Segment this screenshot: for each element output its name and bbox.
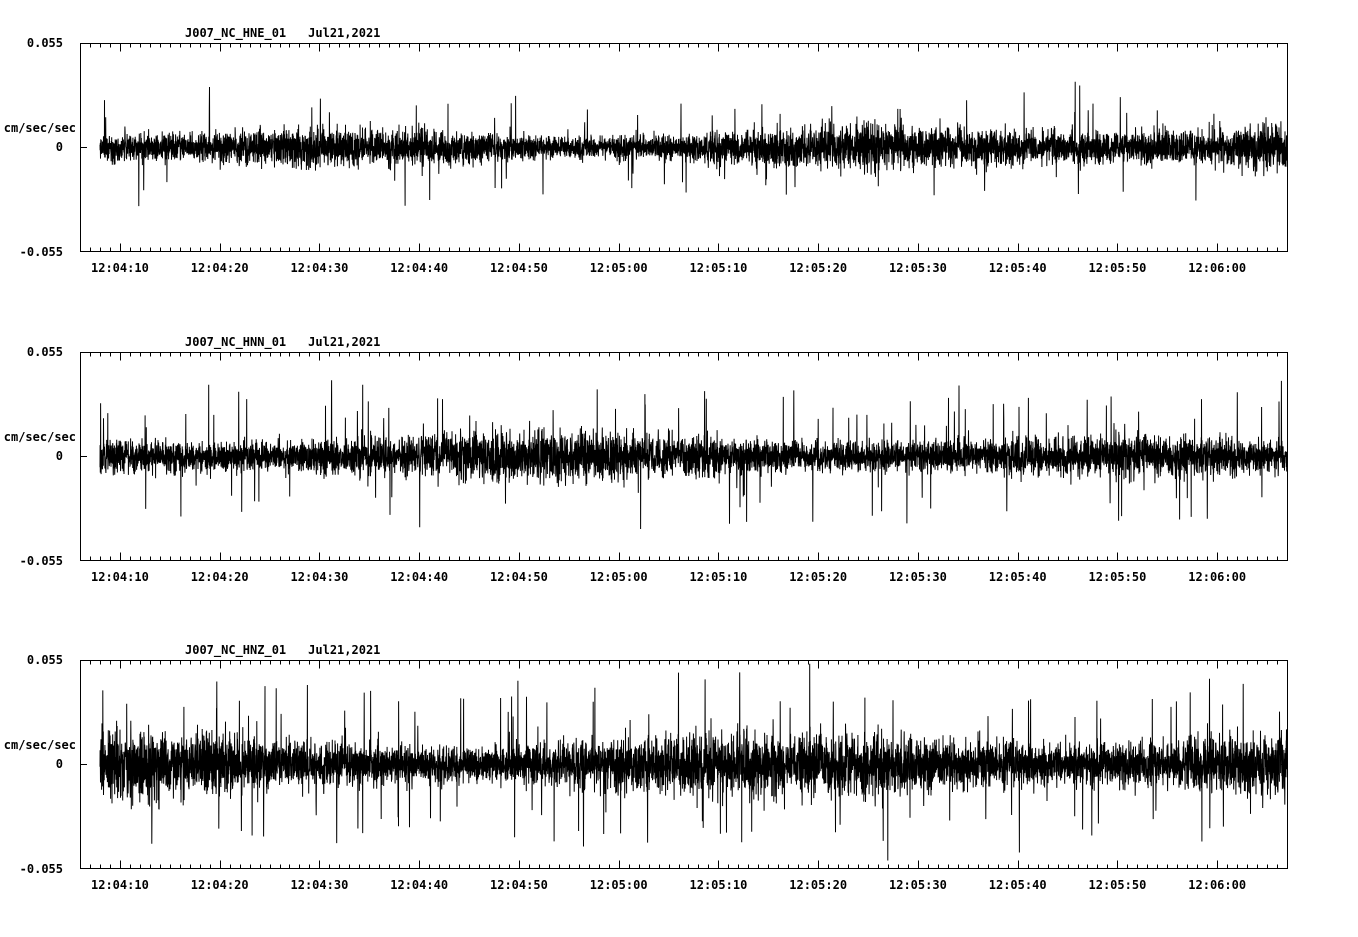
x-tick-label: 12:04:50 [490, 570, 548, 584]
x-tick-label: 12:05:50 [1088, 878, 1147, 892]
x-tick-label: 12:05:30 [889, 261, 947, 275]
x-tick-label: 12:05:50 [1088, 261, 1147, 275]
x-axis-tick-labels: 12:04:10 12:04:20 12:04:30 12:04:40 12:04:50… [0, 570, 1358, 590]
x-tick-label: 12:05:00 [589, 570, 648, 584]
y-axis-max-label: 0.055 [26, 653, 63, 667]
x-tick-label: 12:05:20 [789, 878, 848, 892]
x-tick-label: 12:04:30 [290, 878, 349, 892]
y-axis-zero-label: 0 [55, 449, 63, 463]
x-tick-label: 12:05:10 [689, 261, 748, 275]
x-tick-label: 12:05:00 [589, 261, 648, 275]
x-tick-label: 12:05:50 [1088, 570, 1147, 584]
seismogram-panel-hnz: J007_NC_HNZ_01 Jul21,2021 0.055 cm/sec/se… [0, 637, 1358, 937]
x-tick-label: 12:04:10 [90, 878, 149, 892]
x-tick-label: 12:04:40 [390, 261, 449, 275]
seismogram-panel-hne: J007_NC_HNE_01 Jul21,2021 0.055 cm/sec/se… [0, 20, 1358, 320]
y-axis-min-label: -0.055 [19, 862, 63, 876]
x-tick-label: 12:06:00 [1188, 878, 1247, 892]
trace-id-label: J007_NC_HNN_01 [185, 335, 287, 349]
y-axis-min-label: -0.055 [19, 245, 63, 259]
x-tick-label: 12:04:40 [390, 878, 449, 892]
x-tick-label: 12:05:20 [789, 570, 848, 584]
x-tick-label: 12:05:40 [988, 570, 1047, 584]
y-axis-zero-label: 0 [55, 140, 63, 154]
trace-id-label: J007_NC_HNZ_01 [185, 643, 287, 657]
y-axis-unit-label: cm/sec/sec [3, 121, 76, 135]
x-tick-label: 12:05:10 [689, 570, 748, 584]
y-axis-max-label: 0.055 [26, 345, 63, 359]
x-tick-label: 12:05:40 [988, 261, 1047, 275]
x-tick-label: 12:04:30 [290, 570, 349, 584]
x-tick-label: 12:04:10 [90, 570, 149, 584]
trace-id-label: J007_NC_HNE_01 [185, 26, 287, 40]
x-tick-label: 12:04:50 [490, 261, 548, 275]
seismogram-panel-hnn: J007_NC_HNN_01 Jul21,2021 0.055 cm/sec/se… [0, 329, 1358, 629]
y-axis-unit-label: cm/sec/sec [3, 738, 76, 752]
x-tick-label: 12:04:10 [90, 261, 149, 275]
x-tick-label: 12:04:20 [190, 878, 249, 892]
waveform-plot-hne [80, 43, 1288, 252]
x-tick-label: 12:06:00 [1188, 261, 1247, 275]
trace-date-label: Jul21,2021 [308, 335, 381, 349]
x-tick-label: 12:04:50 [490, 878, 548, 892]
trace-date-label: Jul21,2021 [308, 26, 381, 40]
trace-title: J007_NC_HNN_01 Jul21,2021 [185, 335, 380, 349]
x-tick-label: 12:05:40 [988, 878, 1047, 892]
x-axis-tick-labels: 12:04:10 12:04:20 12:04:30 12:04:40 12:04:50… [0, 261, 1358, 281]
x-tick-label: 12:04:20 [190, 261, 249, 275]
y-axis-unit-label: cm/sec/sec [3, 430, 76, 444]
x-tick-label: 12:04:20 [190, 570, 249, 584]
x-tick-label: 12:06:00 [1188, 570, 1247, 584]
waveform-plot-hnn [80, 352, 1288, 561]
y-axis-zero-label: 0 [55, 757, 63, 771]
y-axis-max-label: 0.055 [26, 36, 63, 50]
trace-title: J007_NC_HNE_01 Jul21,2021 [185, 26, 380, 40]
x-tick-label: 12:04:30 [290, 261, 349, 275]
trace-title: J007_NC_HNZ_01 Jul21,2021 [185, 643, 380, 657]
x-tick-label: 12:04:40 [390, 570, 449, 584]
waveform-plot-hnz [80, 660, 1288, 869]
x-axis-tick-labels: 12:04:10 12:04:20 12:04:30 12:04:40 12:04:50… [0, 878, 1358, 898]
x-tick-label: 12:05:20 [789, 261, 848, 275]
x-tick-label: 12:05:30 [889, 878, 947, 892]
trace-date-label: Jul21,2021 [308, 643, 381, 657]
x-tick-label: 12:05:30 [889, 570, 947, 584]
y-axis-min-label: -0.055 [19, 554, 63, 568]
x-tick-label: 12:05:00 [589, 878, 648, 892]
x-tick-label: 12:05:10 [689, 878, 748, 892]
